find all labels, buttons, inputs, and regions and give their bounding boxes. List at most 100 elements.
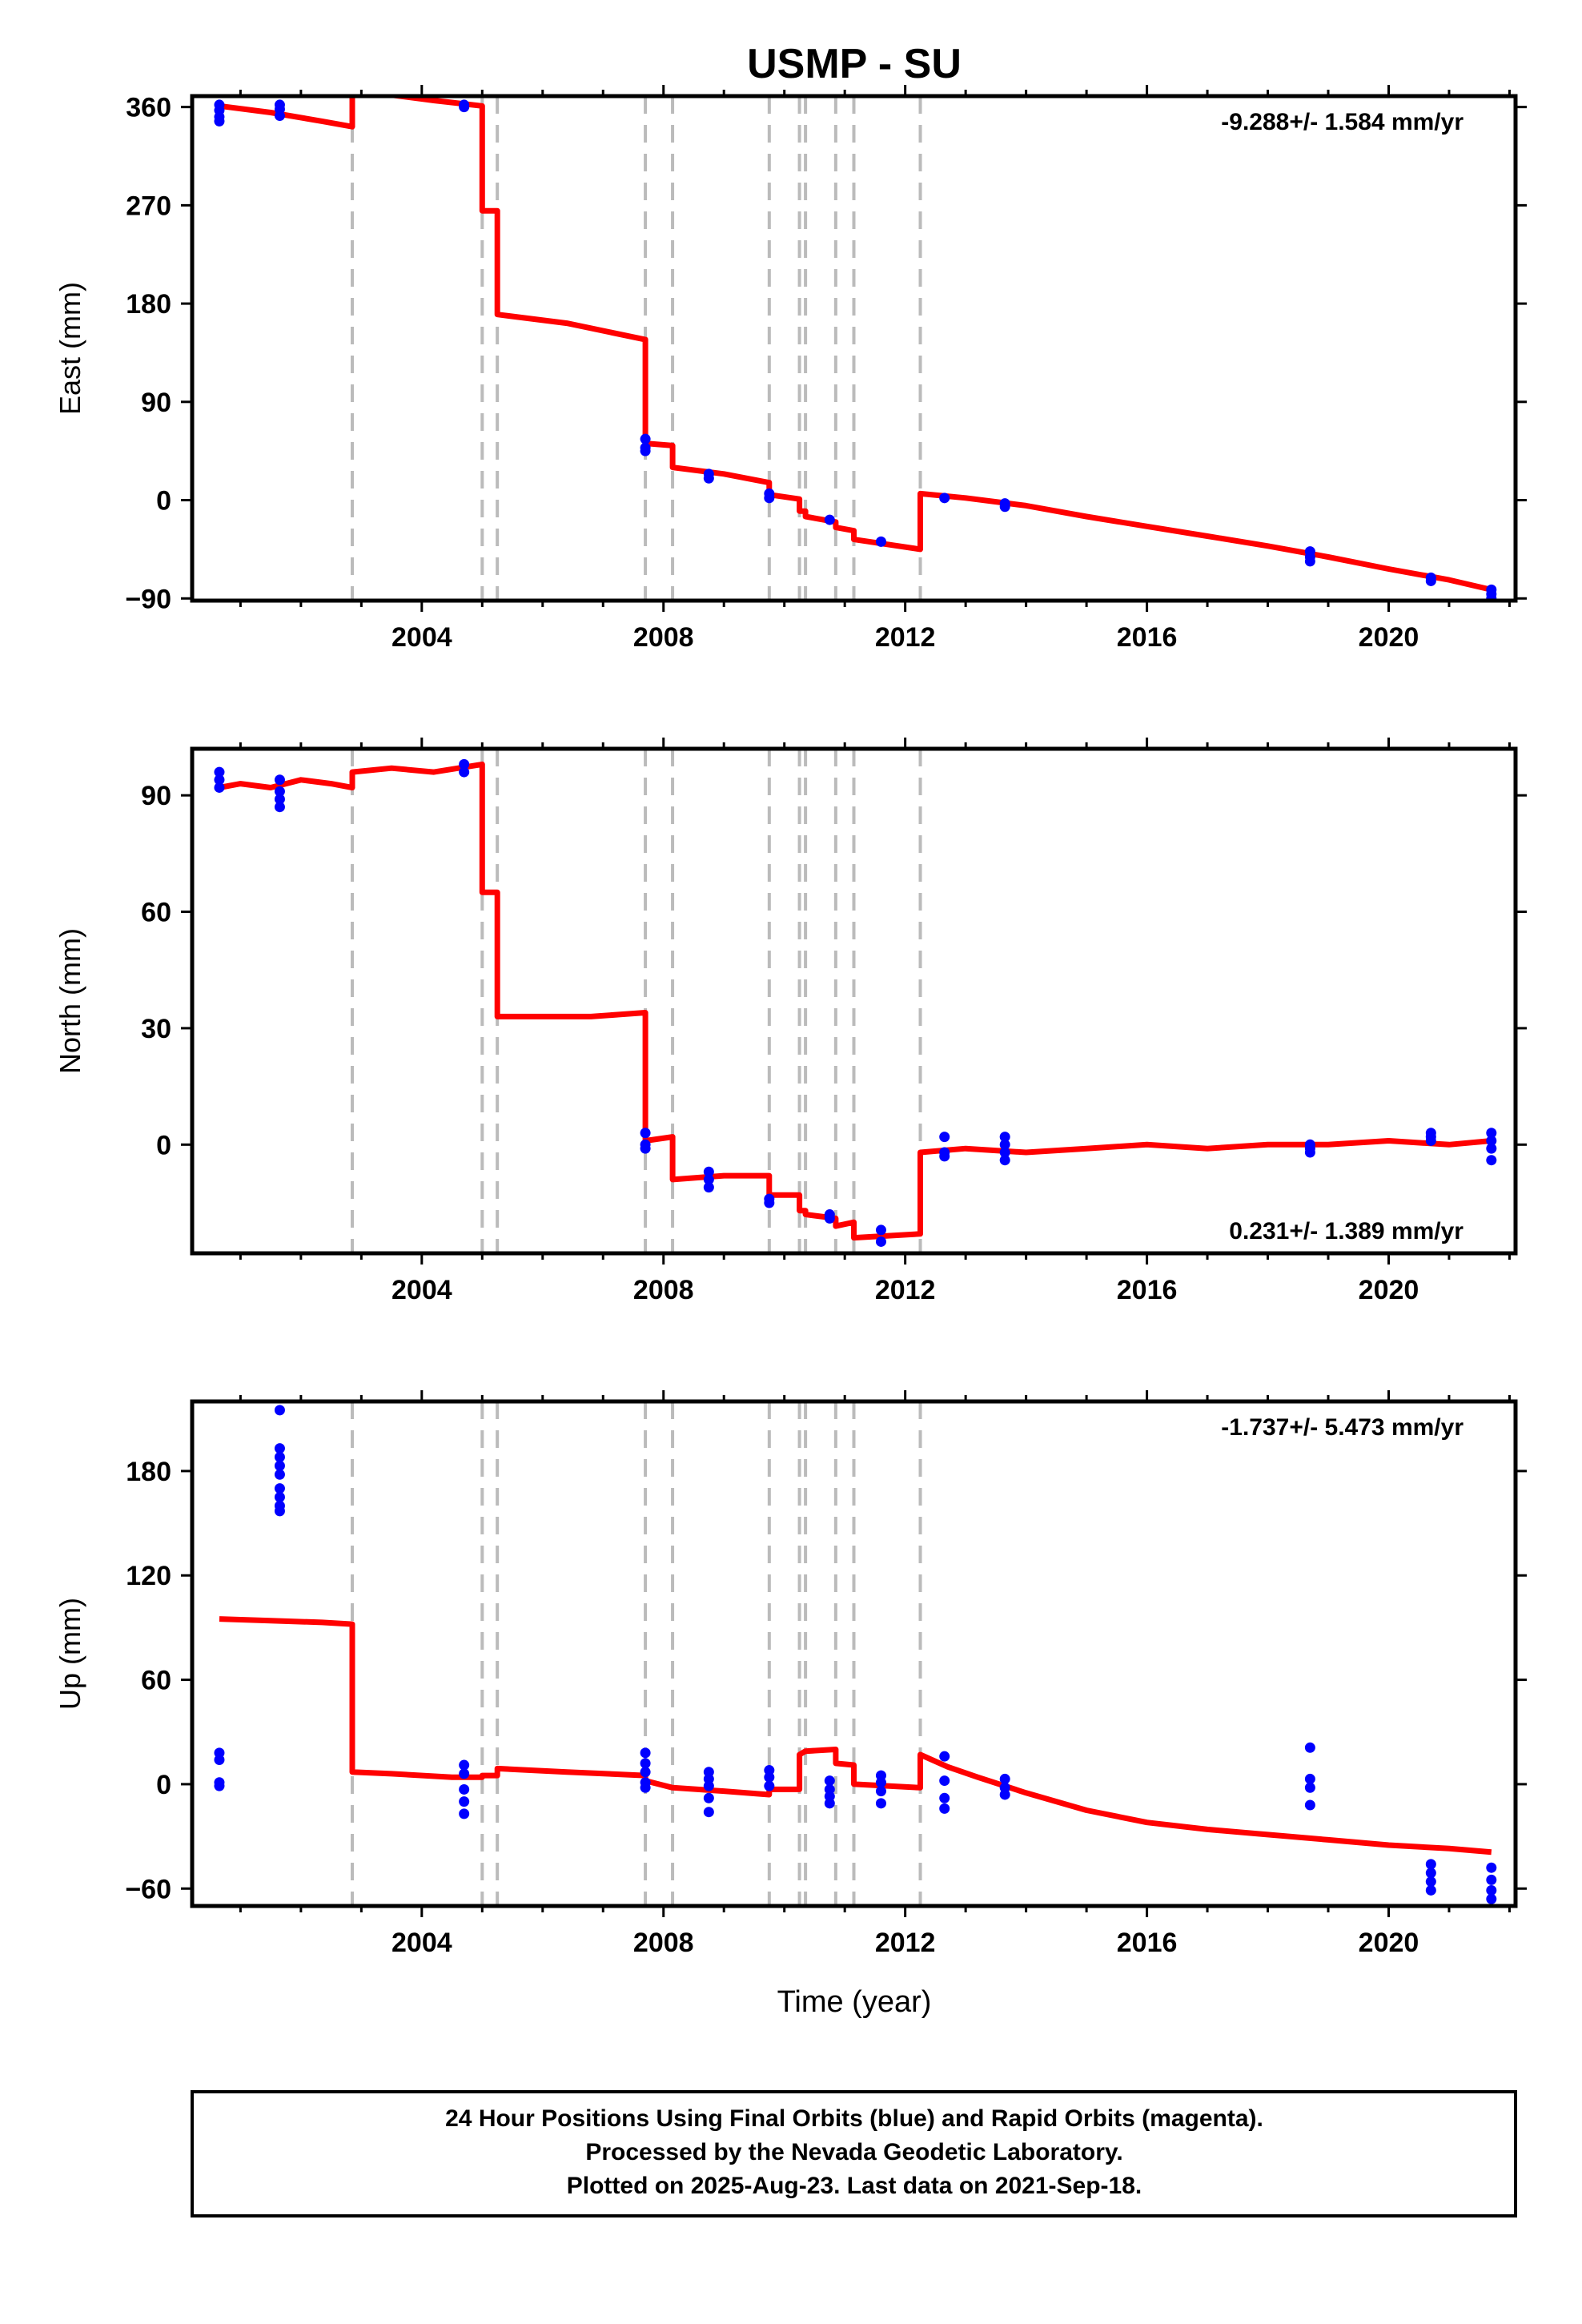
data-point (1486, 1155, 1497, 1166)
y-tick-label: 0 (156, 1130, 171, 1160)
x-tick-label: 2012 (875, 1928, 936, 1958)
footer-line-2: Processed by the Nevada Geodetic Laborat… (585, 2139, 1122, 2165)
data-point (274, 1452, 285, 1463)
data-point (214, 782, 225, 793)
data-point (1425, 575, 1436, 586)
data-point (703, 1807, 714, 1818)
data-point (1486, 1893, 1497, 1904)
data-point (1425, 1868, 1436, 1879)
x-axis-label: Time (year) (777, 1985, 932, 2019)
data-point (999, 1155, 1010, 1166)
x-tick-label: 2016 (1117, 1275, 1178, 1305)
data-point (939, 1132, 950, 1143)
data-point (939, 1792, 950, 1803)
data-point (939, 1751, 950, 1762)
data-point (459, 1759, 470, 1771)
footer-line-3: Plotted on 2025-Aug-23. Last data on 202… (567, 2173, 1142, 2199)
model-line-up (219, 1616, 1492, 1856)
model-line-east (219, 96, 1492, 593)
data-point (703, 472, 714, 484)
data-point (274, 1405, 285, 1416)
y-tick-label: 180 (126, 1457, 171, 1487)
data-point (214, 766, 225, 778)
y-tick-label: 180 (126, 289, 171, 320)
data-point (875, 1224, 886, 1236)
data-point (1425, 1876, 1436, 1888)
x-tick-label: 2020 (1359, 622, 1419, 653)
data-point (1425, 1859, 1436, 1870)
y-tick-label: 0 (156, 486, 171, 517)
x-tick-label: 2012 (875, 1275, 936, 1305)
footer-line-1: 24 Hour Positions Using Final Orbits (bl… (445, 2105, 1263, 2132)
data-point (274, 1506, 285, 1517)
x-tick-label: 2016 (1117, 622, 1178, 653)
data-point (999, 1789, 1010, 1800)
data-point (939, 1803, 950, 1814)
data-point (703, 1792, 714, 1803)
data-point (764, 493, 775, 504)
data-point (824, 1212, 835, 1224)
y-tick-label: −60 (125, 1874, 171, 1904)
data-point (640, 433, 651, 444)
data-point (764, 1771, 775, 1783)
x-tick-label: 2008 (633, 1928, 694, 1958)
data-point (939, 493, 950, 504)
data-point (1304, 1799, 1315, 1811)
data-point (824, 1775, 835, 1787)
footer-frame (191, 2090, 1517, 2217)
plot-frame-north (190, 746, 1518, 1256)
y-tick-label: 360 (126, 93, 171, 123)
data-point (1486, 1884, 1497, 1896)
data-point (274, 1483, 285, 1494)
data-point (1304, 1782, 1315, 1793)
x-tick-label: 2004 (391, 622, 452, 653)
data-point (214, 1780, 225, 1791)
y-axis-label-east: East (mm) (54, 282, 86, 415)
data-point (703, 1182, 714, 1193)
plot-frame-east (190, 94, 1518, 603)
data-point (703, 1780, 714, 1791)
y-tick-label: 270 (126, 191, 171, 221)
plot-frame-up (190, 1399, 1518, 1908)
data-point (764, 1780, 775, 1791)
x-tick-label: 2012 (875, 622, 936, 653)
data-point (640, 1143, 651, 1154)
y-tick-label: 90 (141, 781, 171, 811)
data-point (1486, 1135, 1497, 1146)
data-point (274, 802, 285, 813)
plot-area-north (214, 749, 1497, 1253)
data-point (999, 1147, 1010, 1158)
y-axis-label-up: Up (mm) (54, 1598, 86, 1710)
data-point (274, 794, 285, 805)
data-point (274, 1443, 285, 1454)
plot-area-up (214, 1401, 1497, 1906)
x-tick-label: 2020 (1359, 1928, 1419, 1958)
x-tick-label: 2004 (391, 1275, 452, 1305)
data-point (459, 766, 470, 778)
data-point (875, 1236, 886, 1247)
data-point (999, 501, 1010, 513)
footer-box: 24 Hour Positions Using Final Orbits (bl… (191, 2090, 1517, 2217)
data-point (1304, 556, 1315, 567)
data-point (459, 758, 470, 770)
data-point (824, 1798, 835, 1809)
y-tick-label: 30 (141, 1014, 171, 1044)
data-point (1425, 1135, 1436, 1146)
data-point (999, 1139, 1010, 1150)
y-tick-label: 60 (141, 898, 171, 928)
data-point (459, 1808, 470, 1819)
data-point (640, 1767, 651, 1778)
y-tick-label: 0 (156, 1770, 171, 1800)
data-point (999, 1132, 1010, 1143)
data-point (459, 102, 470, 113)
data-point (764, 1197, 775, 1208)
y-tick-label: 90 (141, 388, 171, 418)
data-point (640, 1782, 651, 1793)
y-tick-label: −90 (125, 584, 171, 614)
x-tick-label: 2004 (391, 1928, 452, 1958)
data-point (875, 536, 886, 547)
data-point (939, 1151, 950, 1162)
data-point (999, 1773, 1010, 1784)
data-point (640, 1747, 651, 1759)
